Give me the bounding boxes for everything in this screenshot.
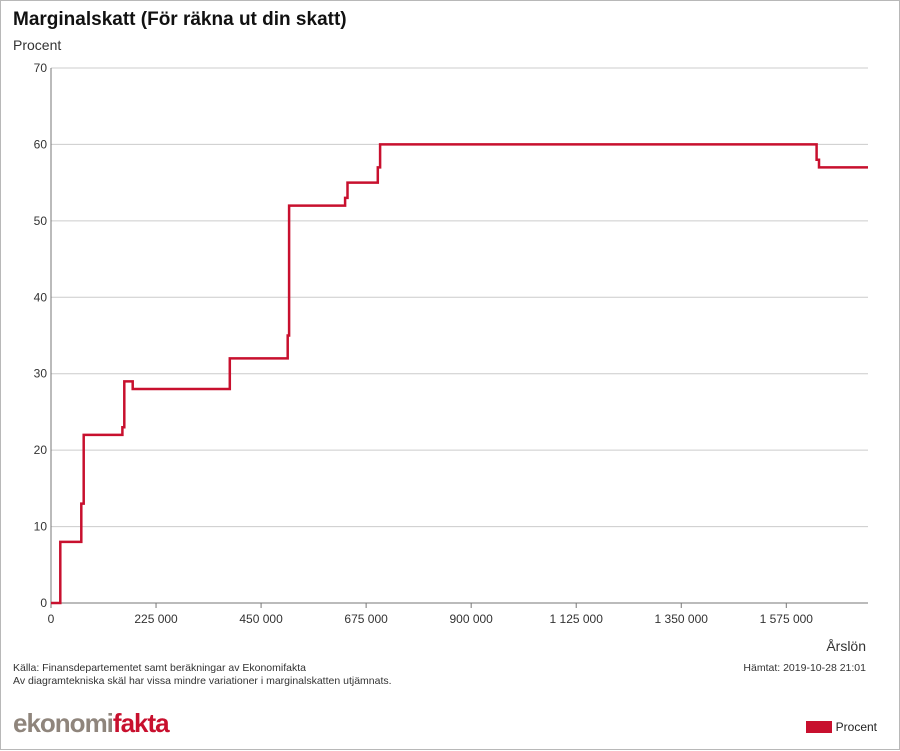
y-tick-label: 60 xyxy=(34,137,48,151)
x-tick-label: 900 000 xyxy=(449,612,493,626)
x-tick-label: 225 000 xyxy=(134,612,178,626)
y-axis-unit-label: Procent xyxy=(13,37,62,53)
fetched-timestamp: Hämtat: 2019-10-28 21:01 xyxy=(743,662,866,674)
y-tick-label: 40 xyxy=(34,290,48,304)
source-line: Källa: Finansdepartementet samt beräknin… xyxy=(13,662,306,674)
x-tick-label: 675 000 xyxy=(344,612,388,626)
y-tick-label: 10 xyxy=(34,520,48,534)
logo-part-fakta: fakta xyxy=(112,708,170,738)
y-tick-label: 50 xyxy=(34,214,48,228)
y-tick-label: 20 xyxy=(34,443,48,457)
ekonomifakta-logo: ekonomifakta xyxy=(13,708,170,739)
legend-label: Procent xyxy=(835,720,877,734)
logo-part-ekonomi: ekonomi xyxy=(13,708,114,738)
disclaimer-line: Av diagramtekniska skäl har vissa mindre… xyxy=(13,675,392,687)
x-tick-label: 1 350 000 xyxy=(655,612,709,626)
x-tick-label: 0 xyxy=(48,612,55,626)
series-line-procent xyxy=(51,143,868,605)
y-tick-label: 70 xyxy=(34,61,48,75)
y-tick-label: 30 xyxy=(34,367,48,381)
chart-title: Marginalskatt (För räkna ut din skatt) xyxy=(13,9,347,30)
x-axis-label: Årslön xyxy=(826,638,866,654)
x-tick-label: 450 000 xyxy=(239,612,283,626)
x-tick-label: 1 125 000 xyxy=(550,612,604,626)
source-note: Källa: Finansdepartementet samt beräknin… xyxy=(13,662,392,688)
x-tick-label: 1 575 000 xyxy=(760,612,814,626)
y-tick-label: 0 xyxy=(40,596,47,610)
legend[interactable]: Procent xyxy=(805,720,877,734)
legend-swatch xyxy=(805,721,832,733)
